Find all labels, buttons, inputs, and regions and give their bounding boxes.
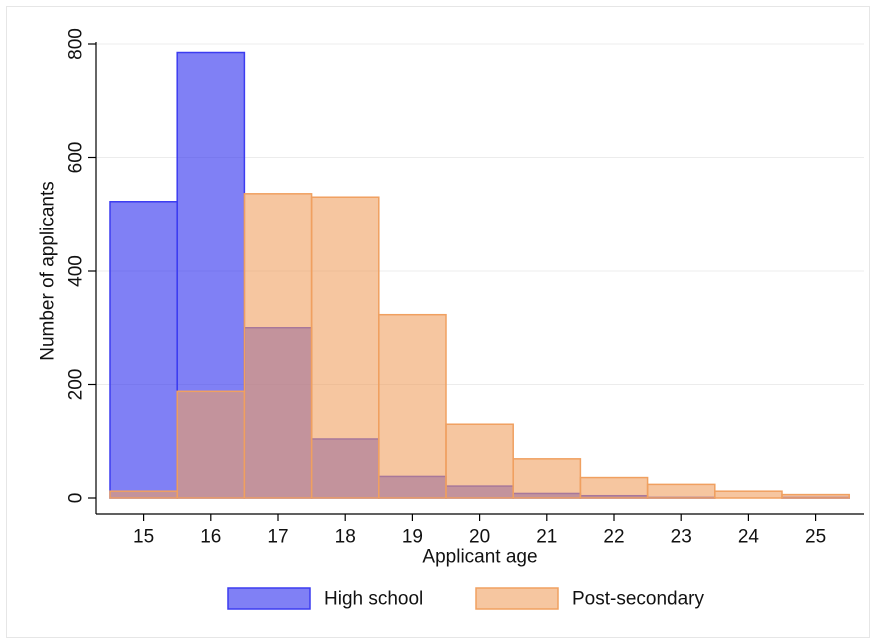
bar-high-school-15 (109, 201, 178, 499)
y-tick-label-400: 400 (66, 255, 87, 287)
y-tick-label-0: 0 (66, 493, 87, 504)
y-axis-title: Number of applicants (38, 181, 59, 361)
x-axis-title: Applicant age (422, 547, 537, 568)
x-tick-label-23: 23 (671, 527, 692, 548)
y-tick-label-200: 200 (66, 369, 87, 401)
legend-swatch-high-school (227, 587, 311, 610)
x-tick-label-15: 15 (133, 527, 154, 548)
bar-post-secondary-23 (646, 483, 716, 499)
x-tick-label-17: 17 (267, 527, 288, 548)
x-tick-label-24: 24 (738, 527, 760, 548)
bar-post-secondary-22 (579, 476, 649, 499)
bar-post-secondary-17 (243, 193, 313, 499)
x-tick-label-21: 21 (536, 527, 557, 548)
x-tick-label-20: 20 (469, 527, 490, 548)
bar-post-secondary-15 (109, 490, 178, 499)
bar-post-secondary-21 (512, 458, 582, 499)
bar-post-secondary-25 (781, 493, 850, 499)
bar-post-secondary-20 (445, 423, 514, 499)
x-tick-label-25: 25 (805, 527, 826, 548)
x-tick-label-22: 22 (603, 527, 624, 548)
y-tick-label-800: 800 (66, 28, 87, 60)
bar-post-secondary-16 (176, 390, 246, 499)
legend-label-high-school: High school (324, 589, 423, 610)
x-tick-label-19: 19 (402, 527, 423, 548)
legend-label-post-secondary: Post-secondary (572, 589, 705, 610)
x-tick-label-18: 18 (335, 527, 356, 548)
bar-post-secondary-19 (378, 313, 447, 499)
bar-post-secondary-24 (714, 490, 783, 499)
y-tick-label-600: 600 (66, 142, 87, 174)
legend-swatch-post-secondary (475, 587, 559, 610)
x-tick-label-16: 16 (200, 527, 221, 548)
bar-post-secondary-18 (310, 196, 380, 499)
